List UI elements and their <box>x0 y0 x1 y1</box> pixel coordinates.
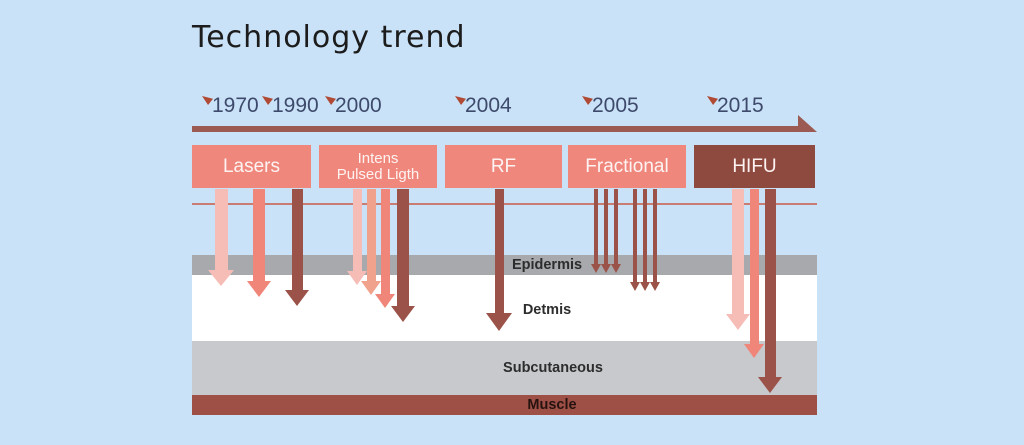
arrow-shaft <box>253 189 265 282</box>
year-text: 1970 <box>212 94 259 117</box>
lasers-arrow <box>247 189 271 297</box>
arrow-shaft <box>366 189 376 282</box>
year-label-2015: 2015 <box>707 94 764 122</box>
tech-box-fractional: Fractional <box>568 145 686 188</box>
year-text: 2015 <box>717 94 764 117</box>
intense-pulsed-light-arrow <box>375 189 395 308</box>
fractional-arrow <box>601 189 611 273</box>
arrow-head-icon <box>640 282 650 291</box>
year-text: 2004 <box>465 94 512 117</box>
arrow-shaft <box>643 189 647 283</box>
year-label-2005: 2005 <box>582 94 639 122</box>
timeline-arrowhead-icon <box>798 115 817 132</box>
tech-box-label: RF <box>490 155 517 177</box>
hifu-arrow <box>758 189 782 393</box>
year-tick-icon <box>582 96 593 105</box>
year-label-1990: 1990 <box>262 94 319 122</box>
arrow-head-icon <box>758 377 782 393</box>
tech-box-label: Lasers <box>222 155 281 177</box>
arrow-shaft <box>764 189 776 378</box>
arrow-head-icon <box>247 281 271 297</box>
tech-box-label: HIFU <box>732 155 777 177</box>
year-tick-icon <box>707 96 718 105</box>
tech-box-label: Intens Pulsed Ligth <box>336 149 420 183</box>
arrow-shaft <box>604 189 608 265</box>
layer-label-epidermis: Epidermis <box>511 257 583 273</box>
year-label-2000: 2000 <box>325 94 382 122</box>
arrow-shaft <box>214 189 228 271</box>
year-tick-icon <box>455 96 466 105</box>
tech-box-rf: RF <box>445 145 562 188</box>
tech-box-lasers: Lasers <box>192 145 311 188</box>
arrow-head-icon <box>391 306 415 322</box>
arrow-shaft <box>352 189 362 272</box>
arrow-head-icon <box>208 270 234 286</box>
year-label-1970: 1970 <box>202 94 259 122</box>
arrow-shaft <box>594 189 598 265</box>
hifu-arrow <box>744 189 764 358</box>
arrow-head-icon <box>591 264 601 273</box>
arrow-shaft <box>380 189 390 295</box>
arrow-head-icon <box>285 290 309 306</box>
tech-box-hifu: HIFU <box>694 145 815 188</box>
year-label-2004: 2004 <box>455 94 512 122</box>
arrow-shaft <box>397 189 409 307</box>
fractional-arrow <box>640 189 650 291</box>
layer-label-subcutaneous: Subcutaneous <box>503 360 603 376</box>
arrow-head-icon <box>650 282 660 291</box>
arrow-head-icon <box>486 313 512 331</box>
arrow-shaft <box>732 189 744 315</box>
arrow-head-icon <box>611 264 621 273</box>
year-text: 2000 <box>335 94 382 117</box>
rf-arrow <box>486 189 512 331</box>
fractional-arrow <box>611 189 621 273</box>
arrow-head-icon <box>630 282 640 291</box>
fractional-arrow <box>591 189 601 273</box>
year-text: 1990 <box>272 94 319 117</box>
layer-band-epidermis <box>192 255 817 275</box>
arrow-shaft <box>749 189 759 345</box>
year-text: 2005 <box>592 94 639 117</box>
timeline-bar <box>192 126 799 132</box>
year-tick-icon <box>202 96 213 105</box>
intense-pulsed-light-arrow <box>361 189 381 295</box>
layer-band-subcutaneous <box>192 341 817 395</box>
arrow-head-icon <box>601 264 611 273</box>
lasers-arrow <box>208 189 234 286</box>
fractional-arrow <box>650 189 660 291</box>
tech-box-intens-pulsed-ligth: Intens Pulsed Ligth <box>319 145 437 188</box>
layer-label-detmis: Detmis <box>522 302 572 318</box>
hifu-arrow <box>726 189 750 330</box>
skin-surface-line <box>192 203 817 205</box>
fractional-arrow <box>630 189 640 291</box>
intense-pulsed-light-arrow <box>391 189 415 322</box>
tech-box-label: Fractional <box>585 155 669 177</box>
arrow-shaft <box>614 189 618 265</box>
arrow-shaft <box>291 189 303 291</box>
lasers-arrow <box>285 189 309 306</box>
layer-band-muscle <box>192 395 817 415</box>
arrow-shaft <box>494 189 504 314</box>
arrow-shaft <box>653 189 657 283</box>
year-tick-icon <box>262 96 273 105</box>
layer-label-muscle: Muscle <box>527 397 577 413</box>
arrow-shaft <box>633 189 637 283</box>
page-title: Technology trend <box>192 20 466 55</box>
year-tick-icon <box>325 96 336 105</box>
